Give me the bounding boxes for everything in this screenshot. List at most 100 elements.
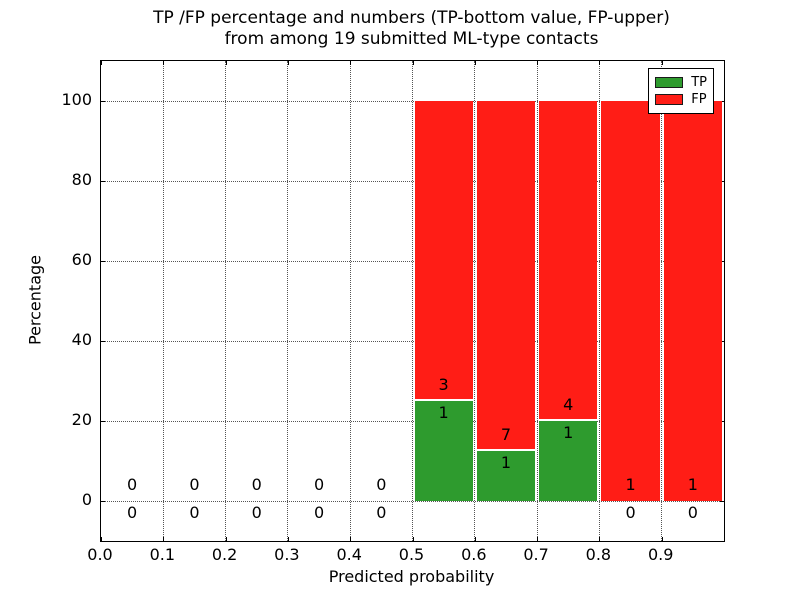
y-tick-mark-right	[720, 341, 724, 342]
y-tick-mark	[101, 261, 105, 262]
chart-title: TP /FP percentage and numbers (TP-bottom…	[100, 8, 723, 50]
x-gridline	[661, 61, 663, 541]
fp-bar-segment	[476, 101, 536, 449]
x-gridline	[225, 61, 227, 541]
legend-entry-label: TP	[691, 75, 707, 90]
x-gridline	[349, 61, 351, 541]
x-tick-mark	[287, 537, 289, 541]
tp-legend-patch	[655, 77, 684, 88]
y-tick-mark-right	[720, 181, 724, 182]
x-tick-mark-top	[474, 61, 476, 65]
x-tick-mark-top	[661, 61, 663, 65]
fp-count-label: 0	[189, 475, 200, 494]
x-tick-mark	[661, 537, 663, 541]
x-tick-mark	[101, 537, 102, 541]
y-tick-mark-right	[720, 421, 724, 422]
y-tick-mark-right	[720, 101, 724, 102]
x-tick-mark-top	[163, 61, 165, 65]
y-gridline	[101, 500, 724, 502]
tp-count-label: 0	[687, 503, 698, 522]
y-gridline	[101, 260, 724, 262]
fp-bar-segment	[663, 101, 722, 501]
fp-count-label: 0	[313, 475, 325, 494]
x-tick-mark-top	[350, 61, 352, 65]
chart-title-line1: TP /FP percentage and numbers (TP-bottom…	[153, 8, 670, 28]
x-tick-mark	[350, 537, 352, 541]
tp-count-label: 1	[500, 453, 512, 472]
x-tick-label: 0.9	[647, 545, 674, 564]
x-tick-mark-top	[101, 61, 102, 65]
y-tick-label: 100	[61, 90, 92, 109]
fp-count-label: 0	[251, 475, 262, 494]
y-tick-label: 20	[71, 410, 92, 429]
x-tick-mark-top	[537, 61, 539, 65]
tp-bar-segment	[539, 421, 598, 501]
x-tick-label: 0.7	[523, 545, 549, 564]
fp-count-label: 3	[438, 375, 449, 394]
tp-bar-segment	[414, 401, 473, 501]
y-tick-mark-right	[720, 261, 724, 262]
x-gridline	[474, 61, 476, 541]
x-tick-label: 0.5	[398, 545, 425, 564]
y-tick-mark	[101, 101, 105, 102]
x-gridline	[162, 61, 164, 541]
y-tick-label: 60	[71, 250, 92, 269]
y-tick-mark	[101, 501, 105, 502]
fp-count-label: 1	[687, 475, 698, 494]
tp-count-label: 1	[438, 403, 449, 422]
y-gridline	[101, 340, 724, 342]
x-tick-mark-top	[412, 61, 414, 65]
x-gridline	[598, 61, 600, 541]
fp-bar-segment	[601, 101, 660, 501]
fp-count-label: 0	[127, 475, 138, 494]
x-tick-label: 0.4	[336, 545, 362, 564]
fp-bar-segment	[414, 101, 473, 399]
x-tick-label: 0.3	[274, 545, 300, 564]
y-tick-label: 80	[71, 170, 92, 189]
x-tick-label: 0.6	[461, 545, 487, 564]
x-tick-label: 0.2	[211, 545, 238, 564]
y-tick-mark	[101, 341, 105, 342]
y-gridline	[101, 420, 724, 422]
x-gridline	[412, 61, 413, 541]
legend: TP FP	[648, 68, 714, 114]
legend-entry: FP	[655, 91, 707, 108]
x-tick-mark	[474, 537, 476, 541]
x-tick-label: 0.1	[149, 545, 176, 564]
x-tick-mark-top	[599, 61, 601, 65]
y-gridline	[101, 180, 724, 182]
plot-area: TP FP 0 0 0 0 0 0 0 0 0 0 3 1 7 1 4 1 1 0 1 0	[100, 60, 725, 542]
fp-count-label: 7	[500, 425, 512, 444]
chart-title-line2: from among 19 submitted ML-type contacts	[224, 29, 599, 49]
x-tick-label: 0.8	[585, 545, 612, 564]
y-tick-label: 0	[81, 490, 92, 509]
legend-entry-label: FP	[691, 92, 707, 107]
y-tick-mark	[101, 181, 105, 182]
tp-count-label: 0	[189, 503, 200, 522]
x-tick-mark	[225, 537, 227, 541]
x-gridline	[287, 61, 289, 541]
fp-count-label: 4	[563, 395, 574, 414]
x-axis-label: Predicted probability	[328, 567, 495, 586]
tp-count-label: 0	[625, 503, 636, 522]
y-tick-mark	[101, 421, 105, 422]
tp-bar-segment	[476, 451, 536, 501]
y-tick-mark-right	[720, 501, 724, 502]
x-tick-mark-top	[225, 61, 227, 65]
fp-count-label: 0	[376, 475, 387, 494]
fp-legend-patch	[655, 94, 684, 105]
tp-count-label: 0	[127, 503, 138, 522]
tp-count-label: 0	[251, 503, 262, 522]
legend-entry: TP	[655, 74, 707, 91]
x-tick-mark	[599, 537, 601, 541]
tp-count-label: 0	[376, 503, 387, 522]
x-gridline	[536, 61, 538, 541]
tp-count-label: 0	[313, 503, 325, 522]
y-tick-label: 40	[71, 330, 92, 349]
x-tick-mark	[412, 537, 414, 541]
x-tick-mark	[163, 537, 165, 541]
tp-count-label: 1	[563, 423, 574, 442]
y-gridline	[101, 100, 724, 102]
x-tick-mark-top	[287, 61, 289, 65]
